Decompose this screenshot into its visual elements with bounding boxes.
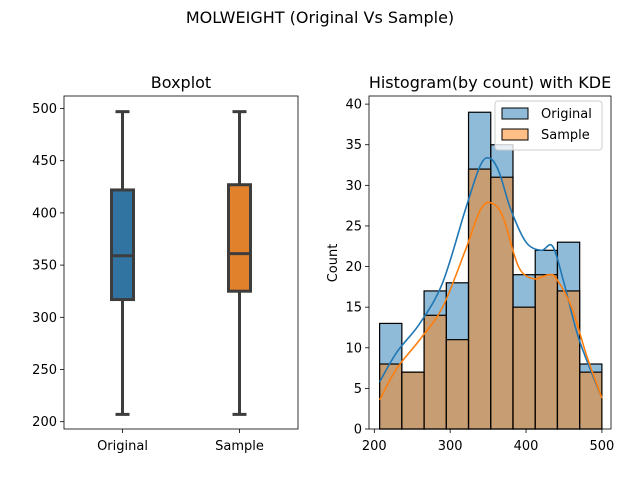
y-tick-label: 500 — [32, 102, 57, 117]
y-tick-label: 15 — [345, 301, 362, 316]
boxplot-marks — [110, 110, 252, 416]
box-original — [110, 110, 135, 416]
y-tick-label: 40 — [345, 98, 362, 113]
histogram-y-axis: 0 5 10 15 20 25 30 35 40 — [345, 98, 369, 438]
y-tick-label: 250 — [32, 363, 57, 378]
legend-label-sample: Sample — [541, 128, 590, 143]
y-tick-label: 450 — [32, 154, 57, 169]
y-tick-label: 350 — [32, 259, 57, 274]
y-tick-label: 200 — [32, 415, 57, 430]
iqr-box — [227, 183, 252, 293]
y-tick-label: 20 — [345, 260, 362, 275]
x-tick-label: 200 — [362, 439, 387, 454]
x-tick-label: 500 — [589, 439, 614, 454]
y-tick-label: 10 — [345, 341, 362, 356]
x-tick-label: 300 — [438, 439, 463, 454]
legend-swatch-sample — [501, 128, 529, 141]
hist-bar — [579, 371, 603, 430]
y-tick-label: 30 — [345, 179, 362, 194]
figure-suptitle: MOLWEIGHT (Original Vs Sample) — [186, 8, 454, 27]
box-sample — [227, 110, 252, 416]
hist-bar — [401, 371, 425, 430]
y-tick-label: 25 — [345, 219, 362, 234]
hist-bar — [556, 290, 581, 430]
kde-line-sample — [378, 201, 603, 401]
histogram-title: Histogram(by count) with KDE — [369, 73, 611, 92]
kde-line-original — [378, 156, 603, 399]
hist-bar — [445, 339, 470, 430]
hist-bar — [467, 168, 492, 430]
boxplot-x-axis: Original Sample — [97, 429, 264, 454]
x-tick-label: Sample — [215, 439, 264, 454]
boxplot-title: Boxplot — [151, 73, 211, 92]
hist-bar — [423, 314, 447, 430]
hist-bar — [379, 363, 403, 430]
histogram-legend: Original Sample — [494, 100, 603, 151]
y-tick-label: 5 — [354, 382, 362, 397]
y-tick-label: 400 — [32, 206, 57, 221]
histogram-marks — [378, 111, 603, 430]
y-tick-label: 35 — [345, 138, 362, 153]
histogram-x-axis: 200 300 400 500 — [362, 429, 614, 454]
histogram-panel: Histogram(by count) with KDE 0 5 10 15 20 25 3… — [326, 73, 614, 454]
x-tick-label: 400 — [514, 439, 539, 454]
legend-label-original: Original — [541, 107, 592, 122]
y-tick-label: 300 — [32, 311, 57, 326]
hist-bar — [534, 274, 559, 430]
histogram-y-label: Count — [326, 244, 341, 283]
boxplot-axes-frame — [63, 95, 299, 430]
iqr-box — [110, 188, 135, 302]
boxplot-y-axis: 200 250 300 350 400 450 500 — [32, 102, 64, 430]
histogram-axes-frame — [368, 95, 612, 430]
y-tick-label: 0 — [354, 423, 362, 438]
legend-swatch-original — [501, 107, 529, 120]
hist-bar — [512, 306, 536, 430]
boxplot-panel: Boxplot 200 250 300 350 400 450 500 Original Sa… — [32, 73, 299, 454]
x-tick-label: Original — [97, 439, 148, 454]
